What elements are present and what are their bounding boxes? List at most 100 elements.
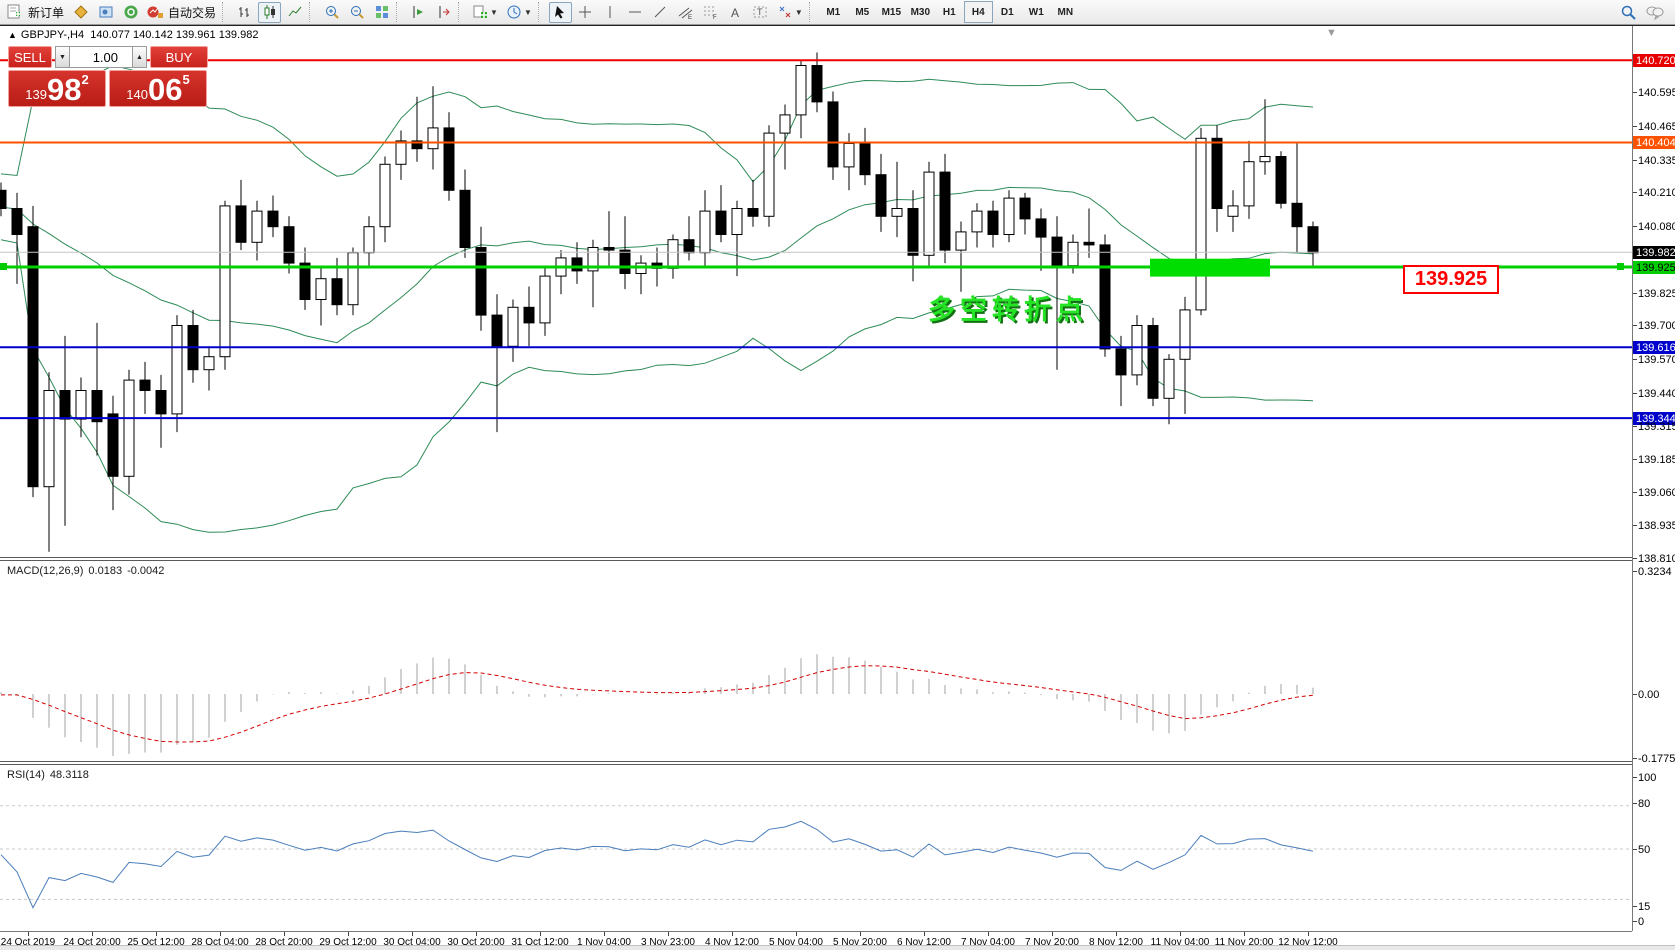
add-indicator-button[interactable]: ▼ [469,2,501,23]
equidistant-channel-button[interactable]: E [674,2,697,23]
new-order-button[interactable]: 新订单 [4,2,67,23]
svg-text:E: E [688,15,692,20]
macd-name: MACD(12,26,9) [7,565,84,577]
time-tick [540,932,541,936]
scale-tick-50: 50 [1633,843,1675,856]
collapse-triangle-icon[interactable]: ▲ [8,30,17,40]
cursor-button[interactable] [548,1,572,23]
autotrading-button[interactable]: 自动交易 [144,2,219,23]
timeframe-m1-button[interactable]: M1 [826,6,841,18]
time-tick [476,932,477,936]
timeframe-mn-button[interactable]: MN [1057,6,1074,18]
fibonacci-button[interactable]: F [699,2,722,23]
zoom-out-button[interactable] [345,2,368,23]
text-button[interactable]: A [724,2,747,23]
one-click-trading-panel: SELL ▼ 1.00 ▲ BUY 139 98 2 140 06 5 [8,46,209,107]
candlesticks-button[interactable] [258,1,282,23]
candle-body [1243,161,1255,207]
periods-icon [506,4,522,20]
candle-body [1131,325,1143,376]
timeframe-m30-button[interactable]: M30 [910,6,931,18]
auto-scroll-button[interactable] [407,2,430,23]
time-tick [1180,932,1181,936]
mql-community-button[interactable] [119,2,142,23]
vertical-line-icon [604,4,616,20]
timeframe-w1-button[interactable]: W1 [1028,6,1044,18]
bar-chart-button[interactable] [233,2,256,23]
hline-handle-right[interactable] [1617,263,1624,270]
candle-body [939,171,951,251]
arrows-button[interactable]: ▼ [774,2,806,23]
periods-button[interactable]: ▼ [503,2,535,23]
time-label: 12 Nov 12:00 [1278,937,1338,948]
trendline-icon [652,4,668,20]
zoom-in-button[interactable] [320,2,343,23]
chevron-down-icon: ▼ [794,7,803,17]
candle-body [811,65,823,103]
buy-price-display[interactable]: 140 06 5 [109,70,207,107]
buy-button[interactable]: BUY [150,46,208,68]
pivot-highlight-rect[interactable] [1150,258,1270,277]
hline-handle-left[interactable] [0,263,7,270]
timeframe-m5-button[interactable]: M5 [855,6,870,18]
buy-price-sup: 5 [182,72,190,87]
text-label-button[interactable]: T [749,2,772,23]
toolbar-right-group [1616,2,1669,23]
volume-input[interactable]: 1.00 [70,46,132,68]
timeframe-h4-button[interactable]: H4 [963,1,993,23]
timeframe-d1-button[interactable]: D1 [1000,6,1014,18]
sell-price-big: 98 [46,72,82,107]
macd-pane-separator[interactable] [0,557,1632,561]
price-callout-box[interactable]: 139.925 [1403,265,1499,294]
candle-body [747,208,759,217]
chevron-down-icon: ▼ [523,7,532,17]
chart-shift-button[interactable] [432,2,455,23]
chevron-down-icon: ▼ [490,7,498,17]
volume-increase-button[interactable]: ▲ [132,46,147,68]
timeframe-m15-button[interactable]: M15 [881,6,902,18]
tile-windows-button[interactable] [370,2,393,23]
symbol-ohlc-bar: ▲ GBPJPY-,H4 140.077 140.142 139.961 139.… [8,29,258,41]
price-tick-138.810: 138.810 [1633,552,1675,565]
sell-button[interactable]: SELL [8,46,52,68]
candle-body [699,210,711,254]
rsi-line [0,820,1314,909]
horizontal-line-button[interactable] [624,2,647,23]
timeframe-h1-button[interactable]: H1 [942,6,956,18]
candle-body [43,390,55,488]
price-tick-139.344: 139.344 [1633,412,1675,425]
candle-body [779,114,791,134]
candle-body [1083,241,1095,246]
tile-windows-icon [374,4,390,20]
volume-stepper: ▼ 1.00 ▲ [55,46,147,68]
chat-icon [1645,4,1665,20]
line-chart-button[interactable] [283,2,306,23]
price-axis[interactable]: 140.720 140.595 140.465 140.404 140.335 140.2… [1632,26,1675,931]
market-watch-button[interactable] [69,2,92,23]
chart-annotation-text[interactable]: 多空转折点 [928,295,1088,325]
candle-body [267,210,279,228]
time-tick [1244,932,1245,936]
candle-body [1163,358,1175,399]
candle-body [1291,202,1303,228]
navigator-button[interactable] [94,2,117,23]
vertical-line-button[interactable] [599,2,622,23]
candle-body [907,208,919,256]
rsi-pane-separator[interactable] [0,761,1632,765]
candle-body [1259,156,1271,163]
volume-decrease-button[interactable]: ▼ [55,46,70,68]
chart-shift-marker-icon[interactable]: ▼ [1326,27,1337,39]
chart-canvas[interactable] [0,26,1675,950]
trendline-button[interactable] [649,2,672,23]
scale-tick-0.3234: 0.3234 [1633,565,1675,578]
candle-body [459,189,471,249]
equidistant-channel-icon: E [677,4,694,20]
chat-button[interactable] [1642,2,1668,23]
candle-body [411,140,423,150]
zoom-out-icon [349,4,365,20]
search-button[interactable] [1617,2,1640,23]
scale-tick-0.00: 0.00 [1633,688,1675,701]
rsi-value: 48.3118 [49,769,89,781]
crosshair-button[interactable] [574,2,597,23]
sell-price-display[interactable]: 139 98 2 [8,70,106,107]
